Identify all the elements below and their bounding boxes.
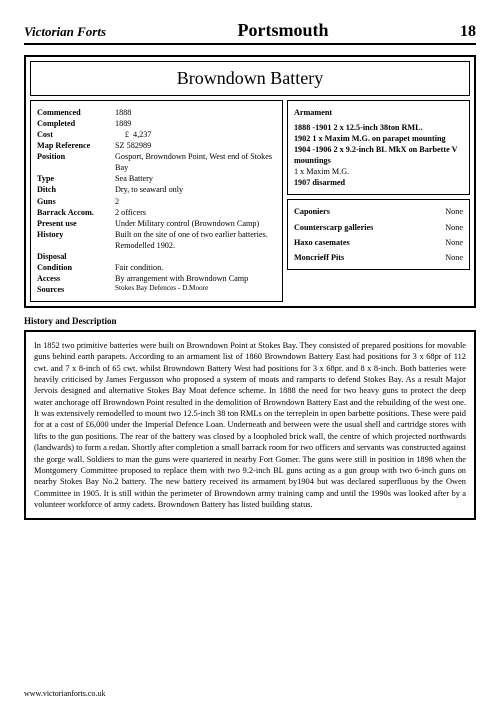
condition-value: Fair condition. — [115, 262, 276, 273]
armament-panel: Armament 1888 -1901 2 x 12.5-inch 38ton … — [287, 100, 470, 195]
details-panel: Commenced1888 Completed1889 Cost£4,237 M… — [30, 100, 283, 302]
section-heading: History and Description — [24, 316, 476, 326]
ditch-value: Dry, to seaward only — [115, 184, 276, 195]
access-label: Access — [37, 273, 115, 284]
moncrieff-label: Moncrieff Pits — [294, 252, 344, 263]
type-value: Sea Battery — [115, 173, 276, 184]
fort-title: Browndown Battery — [30, 61, 470, 96]
armament-line: 1 x Maxim M.G. — [294, 166, 463, 177]
disposal-label: Disposal — [37, 251, 115, 262]
cost-label: Cost — [37, 129, 115, 140]
completed-value: 1889 — [115, 118, 276, 129]
mapref-label: Map Reference — [37, 140, 115, 151]
present-value: Under Military control (Browndown Camp) — [115, 218, 276, 229]
header-center: Portsmouth — [238, 20, 329, 41]
footer-url: www.victorianforts.co.uk — [24, 689, 105, 698]
armament-line: 1907 disarmed — [294, 177, 463, 188]
cost-currency: £ — [115, 129, 133, 140]
position-label: Position — [37, 151, 115, 173]
history-value: Built on the site of one of two earlier … — [115, 229, 276, 251]
header-left: Victorian Forts — [24, 24, 106, 40]
barrack-label: Barrack Accom. — [37, 207, 115, 218]
type-label: Type — [37, 173, 115, 184]
condition-label: Condition — [37, 262, 115, 273]
sources-value: Stokes Bay Defences - D.Moore — [115, 284, 276, 295]
counterscarp-value: None — [445, 222, 463, 233]
datasheet-box: Browndown Battery Commenced1888 Complete… — [24, 55, 476, 308]
present-label: Present use — [37, 218, 115, 229]
sources-label: Sources — [37, 284, 115, 295]
counterscarp-label: Counterscarp galleries — [294, 222, 373, 233]
disposal-value — [115, 251, 276, 262]
guns-value: 2 — [115, 196, 276, 207]
page-header: Victorian Forts Portsmouth 18 — [24, 20, 476, 45]
armament-line: 1904 -1906 2 x 9.2-inch BL MkX on Barbet… — [294, 144, 463, 166]
history-label: History — [37, 229, 115, 251]
commenced-label: Commenced — [37, 107, 115, 118]
features-panel: Caponiers None Counterscarp galleries None… — [287, 199, 470, 269]
description-box: In 1852 two primitive batteries were bui… — [24, 330, 476, 520]
commenced-value: 1888 — [115, 107, 276, 118]
guns-label: Guns — [37, 196, 115, 207]
access-value: By arrangement with Browndown Camp — [115, 273, 276, 284]
page-number: 18 — [460, 23, 476, 41]
position-value: Gosport, Browndown Point, West end of St… — [115, 151, 276, 173]
mapref-value: SZ 582989 — [115, 140, 276, 151]
caponiers-value: None — [445, 206, 463, 217]
armament-line: 1888 -1901 2 x 12.5-inch 38ton RML. — [294, 122, 463, 133]
completed-label: Completed — [37, 118, 115, 129]
caponiers-label: Caponiers — [294, 206, 330, 217]
moncrieff-value: None — [445, 252, 463, 263]
cost-value: 4,237 — [133, 129, 276, 140]
armament-line: 1902 1 x Maxim M.G. on parapet mounting — [294, 133, 463, 144]
barrack-value: 2 officers — [115, 207, 276, 218]
haxo-value: None — [445, 237, 463, 248]
ditch-label: Ditch — [37, 184, 115, 195]
armament-title: Armament — [294, 107, 463, 118]
haxo-label: Haxo casemates — [294, 237, 350, 248]
